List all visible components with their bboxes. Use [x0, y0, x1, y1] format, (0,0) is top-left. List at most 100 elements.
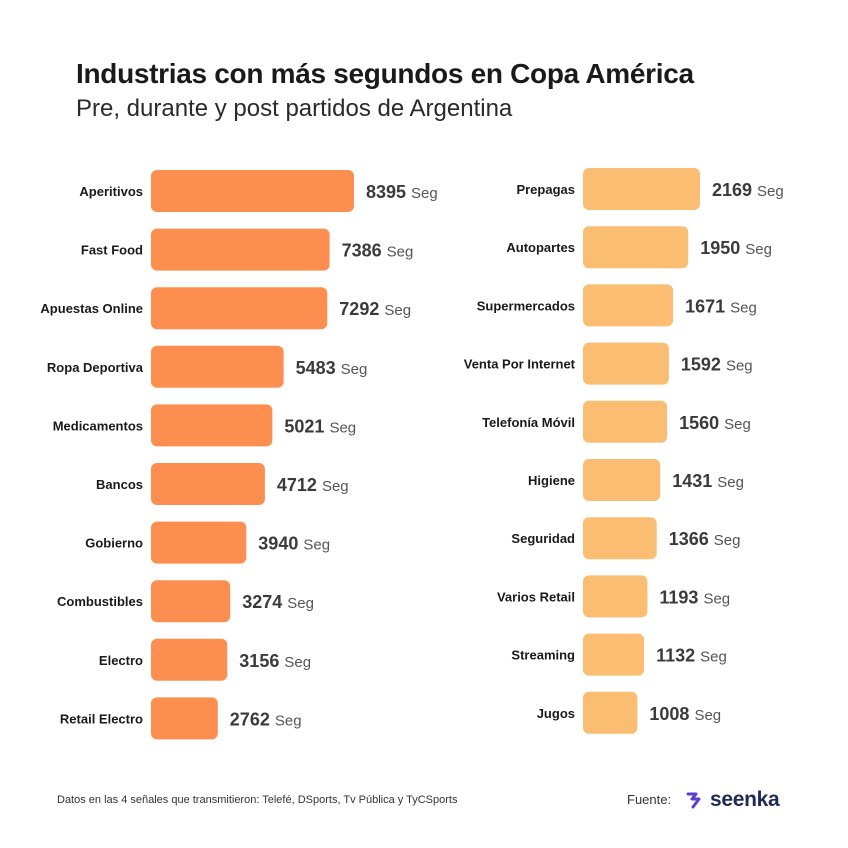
bar-row: Seguridad 1366 Seg: [511, 517, 741, 560]
category-label: Streaming: [511, 648, 575, 663]
value-unit: Seg: [411, 185, 438, 202]
bar: [583, 400, 668, 443]
category-label: Bancos: [96, 477, 143, 492]
category-label: Venta Por Internet: [464, 357, 576, 372]
value-label: 2762 Seg: [230, 709, 302, 729]
category-label: Ropa Deportiva: [47, 360, 144, 375]
value-number: 1560: [679, 413, 719, 433]
bar: [583, 284, 674, 327]
category-label: Gobierno: [85, 536, 143, 551]
value-label: 7386 Seg: [342, 241, 414, 261]
bar: [151, 287, 328, 330]
bar-row: Apuestas Online 7292 Seg: [40, 287, 411, 330]
value-unit: Seg: [341, 361, 368, 378]
value-label: 5021 Seg: [284, 416, 356, 436]
bar-row: Autopartes 1950 Seg: [506, 226, 772, 269]
category-label: Aperitivos: [79, 184, 143, 199]
category-label: Retail Electro: [60, 711, 143, 726]
value-unit: Seg: [287, 595, 314, 612]
category-label: Fast Food: [81, 243, 143, 258]
value-unit: Seg: [730, 299, 757, 316]
value-unit: Seg: [384, 302, 411, 319]
bar: [583, 168, 700, 210]
bar-row: Electro 3156 Seg: [99, 638, 311, 681]
value-unit: Seg: [724, 416, 751, 433]
value-label: 1431 Seg: [672, 471, 744, 491]
bar: [151, 580, 231, 623]
bar-row: Bancos 4712 Seg: [96, 463, 349, 505]
bar-row: Streaming 1132 Seg: [511, 633, 727, 676]
value-label: 1950 Seg: [700, 238, 772, 258]
bar: [151, 697, 218, 740]
value-number: 1431: [672, 471, 712, 491]
value-unit: Seg: [284, 654, 311, 671]
category-label: Seguridad: [511, 531, 575, 546]
category-label: Prepagas: [516, 182, 575, 197]
value-label: 5483 Seg: [296, 358, 368, 378]
seenka-logo-icon: [686, 792, 701, 809]
value-label: 1132 Seg: [656, 646, 727, 666]
value-label: 1366 Seg: [669, 529, 741, 549]
bar-row: Gobierno 3940 Seg: [85, 521, 330, 564]
value-number: 2762: [230, 709, 270, 729]
value-number: 2169: [712, 180, 752, 200]
bar-row: Telefonía Móvil 1560 Seg: [482, 400, 751, 443]
category-label: Telefonía Móvil: [482, 415, 575, 430]
value-unit: Seg: [717, 474, 744, 491]
category-label: Apuestas Online: [40, 301, 143, 316]
value-number: 3940: [258, 534, 298, 554]
bar: [151, 521, 247, 564]
value-number: 1193: [659, 587, 698, 607]
bar: [583, 517, 657, 560]
value-label: 8395 Seg: [366, 182, 438, 202]
category-label: Varios Retail: [497, 589, 575, 604]
bar: [151, 228, 330, 271]
value-label: 7292 Seg: [339, 299, 411, 319]
value-unit: Seg: [703, 590, 730, 607]
chart-title: Industrias con más segundos en Copa Amér…: [76, 58, 694, 89]
value-number: 1671: [685, 296, 725, 316]
brand-name: seenka: [710, 788, 780, 811]
value-number: 1008: [649, 704, 689, 724]
category-label: Higiene: [528, 473, 575, 488]
bar: [151, 345, 284, 388]
value-label: 2169 Seg: [712, 180, 784, 200]
bar: [583, 691, 638, 734]
value-unit: Seg: [714, 532, 741, 549]
bar-row: Fast Food 7386 Seg: [81, 228, 414, 271]
value-unit: Seg: [387, 244, 414, 261]
source-label: Fuente:: [627, 792, 672, 807]
value-unit: Seg: [757, 183, 784, 200]
bar: [583, 226, 689, 269]
value-label: 3940 Seg: [258, 534, 330, 554]
bar-row: Medicamentos 5021 Seg: [53, 404, 356, 447]
value-number: 1950: [700, 238, 740, 258]
value-label: 1671 Seg: [685, 296, 757, 316]
value-number: 1132: [656, 646, 695, 666]
chart-subtitle: Pre, durante y post partidos de Argentin…: [76, 95, 513, 122]
bar-row: Retail Electro 2762 Seg: [60, 697, 302, 740]
left-panel: Aperitivos 8395 Seg Fast Food 7386 Seg Apuesta…: [40, 170, 438, 740]
bar-row: Venta Por Internet 1592 Seg: [464, 342, 753, 385]
bar: [583, 633, 645, 676]
value-number: 4712: [277, 475, 317, 495]
bar-row: Varios Retail 1193 Seg: [497, 575, 730, 618]
value-label: 1592 Seg: [681, 355, 753, 375]
bar: [151, 170, 354, 212]
brand[interactable]: seenka: [684, 788, 780, 812]
category-label: Supermercados: [477, 298, 575, 313]
value-label: 4712 Seg: [277, 475, 349, 495]
value-number: 3274: [242, 592, 282, 612]
bar-row: Aperitivos 8395 Seg: [79, 170, 438, 212]
value-unit: Seg: [745, 241, 772, 258]
footer-note: Datos en las 4 señales que transmitieron…: [57, 794, 458, 806]
value-number: 5021: [284, 416, 324, 436]
bar-row: Combustibles 3274 Seg: [57, 580, 314, 623]
category-label: Electro: [99, 653, 143, 668]
bar: [151, 404, 273, 447]
value-number: 7292: [339, 299, 379, 319]
bar-row: Ropa Deportiva 5483 Seg: [47, 345, 368, 388]
bar: [151, 638, 228, 681]
